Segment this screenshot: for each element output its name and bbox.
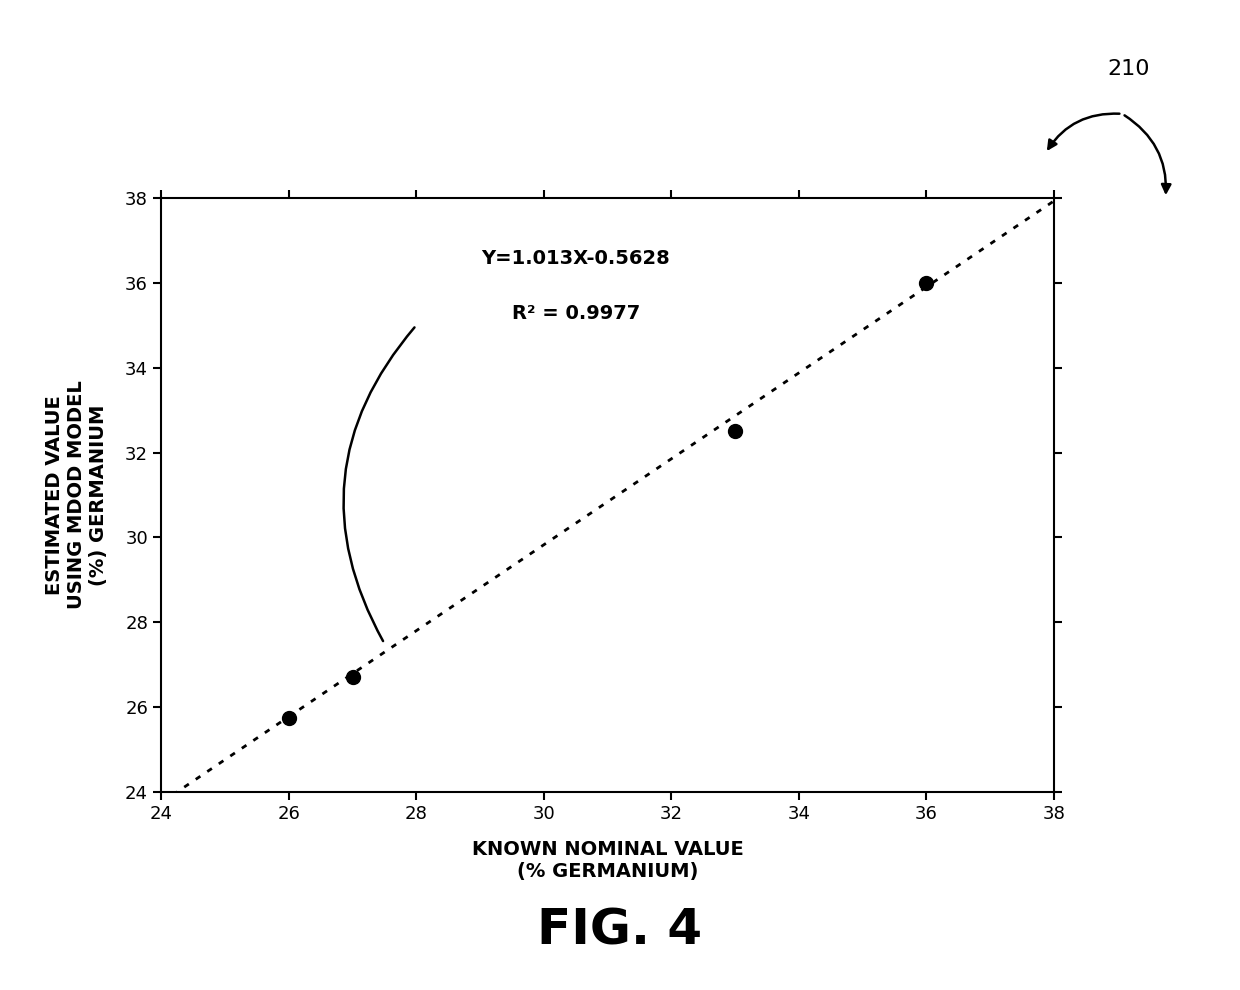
Y-axis label: ESTIMATED VALUE
USING MDOD MODEL
(%) GERMANIUM: ESTIMATED VALUE USING MDOD MODEL (%) GER…	[46, 380, 108, 610]
Text: 210: 210	[1107, 59, 1149, 79]
Text: FIG. 4: FIG. 4	[537, 907, 703, 954]
Point	[725, 424, 745, 440]
Text: Y=1.013X-0.5628: Y=1.013X-0.5628	[481, 248, 670, 268]
Point	[342, 669, 362, 685]
Point	[279, 710, 299, 726]
Text: R² = 0.9977: R² = 0.9977	[512, 304, 640, 323]
X-axis label: KNOWN NOMINAL VALUE
(% GERMANIUM): KNOWN NOMINAL VALUE (% GERMANIUM)	[471, 840, 744, 881]
Point	[916, 275, 936, 291]
